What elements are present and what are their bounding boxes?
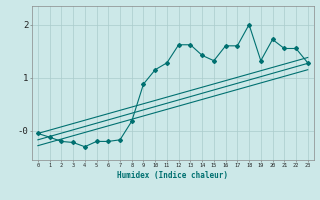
X-axis label: Humidex (Indice chaleur): Humidex (Indice chaleur) [117, 171, 228, 180]
